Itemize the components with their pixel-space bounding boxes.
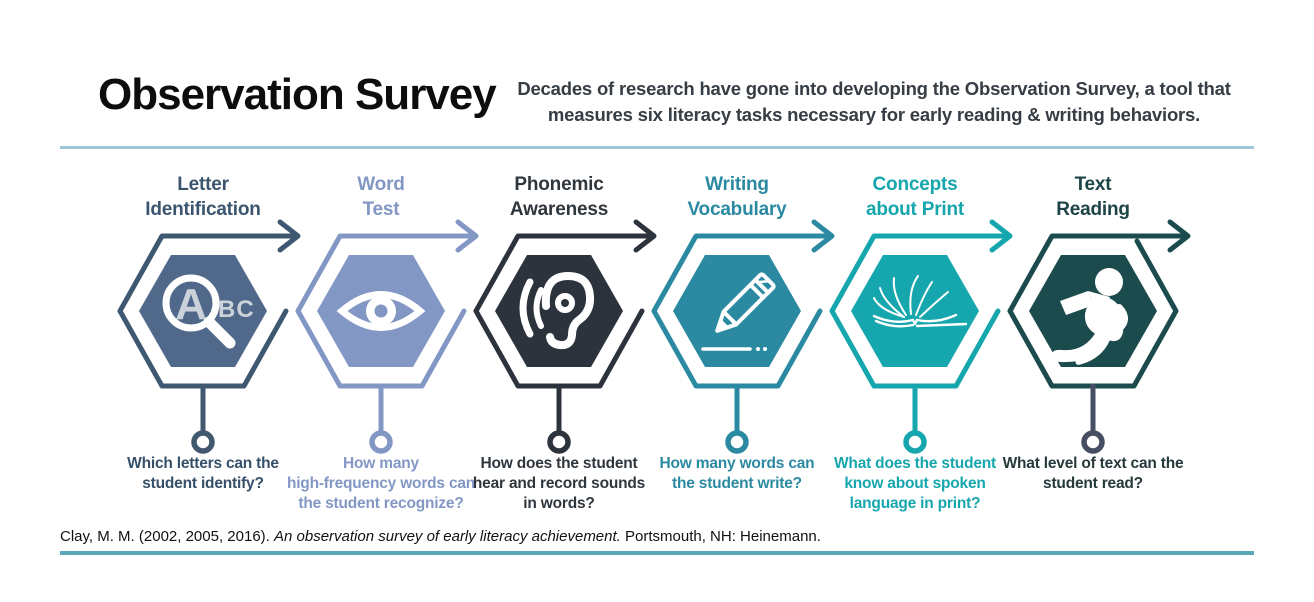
pencil-body-group [715,272,776,333]
eye-pupil [374,304,388,318]
pencil-icon [701,272,776,351]
writing-dot-1 [756,347,760,351]
magnifier-abc-icon: A BC [162,274,255,349]
magnifier-handle [203,316,236,349]
person-leg-2 [1075,336,1110,365]
task-question: What level of text can the student read? [1002,455,1184,492]
pencil-tip-outline [715,309,739,333]
hexagon-graphic [651,219,835,454]
page-subtitle: Decades of research have gone into devel… [517,78,1231,125]
task-column-word-test: Word Test How many high-frequency words … [287,160,479,514]
citation-publisher: Portsmouth, NH: Heinemann. [620,528,821,545]
eraser-band-1 [753,277,771,295]
task-column-concepts-about-print: Concepts about Print [826,160,1013,514]
pin-circle [191,430,215,454]
task-column-writing-vocabulary: Writing Vocabulary [648,160,835,514]
book-baseline [915,322,968,328]
task-label: Letter Identification [145,174,261,220]
task-question: How many high-frequency words can the st… [286,455,476,512]
task-arrow [473,219,657,314]
eraser-hatch [757,280,770,284]
sound-wave-inner [533,287,544,329]
hexagon-graphic [295,219,479,454]
citation-author: Clay, M. M. (2002, 2005, 2016). [60,528,274,545]
open-book-icon [872,275,968,328]
task-question: How many words can the student write? [659,455,815,492]
pin-circle [547,430,571,454]
pin-circle [725,430,749,454]
task-label: Writing Vocabulary [687,174,787,220]
task-label: Phonemic Awareness [509,174,609,220]
book-left-edge [872,314,915,323]
task-question: How does the student hear and record sou… [472,455,646,512]
hexagon-graphic [1007,219,1191,454]
ear-outline [541,271,595,350]
ear-inner-curl [555,293,575,313]
task-column-text-reading: Text Reading What level of text can the [1003,160,1191,514]
pin-circle [369,430,393,454]
writing-dot-2 [763,347,767,351]
book-left-page [1060,291,1094,315]
task-label: Concepts about Print [865,174,965,220]
eye-icon [336,291,426,331]
person-arm [1099,304,1128,334]
magnifier-lens [162,274,220,332]
book-left-underedge [874,319,915,328]
hexagon-graphic [473,219,657,454]
task-arrow [295,219,479,314]
hexagon-graphic [829,219,1013,454]
pin-circle [1081,430,1105,454]
footer-divider-line [60,551,1254,555]
hexagon-graphic: A BC [117,219,301,454]
book-right-page [1088,291,1110,309]
book-right-edge [915,313,958,323]
pin-circle [903,430,927,454]
pencil-body [722,272,776,326]
task-arrow [651,219,835,314]
task-column-letter-identification: Letter Identification A BC Which letters… [114,160,301,514]
eraser-band-2 [748,282,766,300]
sound-wave-outer [519,278,534,338]
citation: Clay, M. M. (2002, 2005, 2016). An obser… [60,528,821,545]
task-columns: Letter Identification A BC Which letters… [114,160,1191,514]
task-column-phonemic-awareness: Phonemic Awareness How does the student … [470,160,657,514]
task-arrow [1007,219,1191,314]
reading-person-icon [1051,268,1128,365]
citation-title: An observation survey of early literacy … [274,528,621,545]
task-label: Word Test [357,174,405,220]
hexagon-fill [851,255,979,367]
letter-a-glyph: A [175,280,207,329]
task-arrow [117,219,301,314]
task-question: What does the student know about spoken … [834,455,996,512]
task-label: Text Reading [1056,174,1130,220]
book-spine [911,318,919,326]
person-head [1095,268,1123,296]
book-fanned-pages [873,275,949,318]
task-question: Which letters can the student identify? [127,455,279,492]
page-title: Observation Survey [98,70,497,119]
ear-icon [519,271,595,350]
letters-bc-glyph: BC [218,296,255,323]
eye-outline [336,291,426,331]
task-arrow [829,219,1013,314]
header-divider-line [60,146,1254,149]
